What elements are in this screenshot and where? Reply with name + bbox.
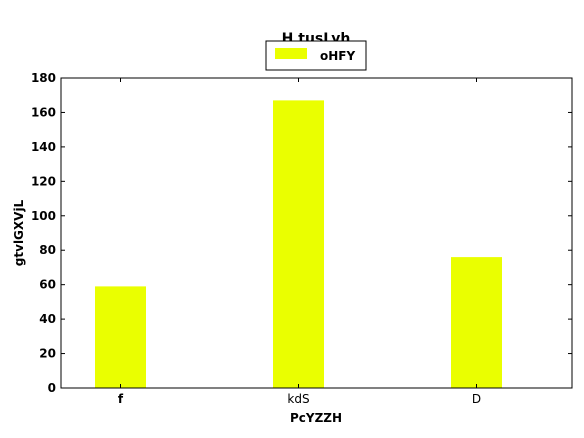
legend-swatch — [275, 48, 307, 59]
y-tick-label-9: 180 — [31, 71, 56, 85]
y-tick-label-3: 60 — [39, 278, 56, 292]
y-tick-label-7: 140 — [31, 140, 56, 154]
y-tick-label-5: 100 — [31, 209, 56, 223]
x-tick-label-2: D — [472, 392, 481, 406]
y-tick-label-0: 0 — [48, 381, 56, 395]
y-tick-label-4: 80 — [39, 243, 56, 257]
x-tick-label-1: kdS — [287, 392, 309, 406]
y-tick-label-1: 20 — [39, 347, 56, 361]
y-tick-label-8: 160 — [31, 105, 56, 119]
legend-label: oHFY — [320, 49, 355, 63]
bar-0 — [95, 286, 146, 388]
legend: oHFY — [265, 40, 367, 71]
y-axis-ticks: 0 20 40 60 80 100 120 140 160 180 — [31, 71, 572, 395]
x-axis-label: PcYZZH — [290, 411, 342, 425]
bar-1 — [273, 100, 324, 388]
x-axis-ticks: f kdS D — [118, 78, 481, 406]
bar-series — [95, 100, 502, 388]
y-tick-label-2: 40 — [39, 312, 56, 326]
y-tick-label-6: 120 — [31, 174, 56, 188]
bar-2 — [451, 257, 502, 388]
x-tick-label-0: f — [118, 392, 124, 406]
plot-frame — [60, 77, 573, 389]
y-axis-label: gtvlGXVjL — [12, 199, 26, 266]
